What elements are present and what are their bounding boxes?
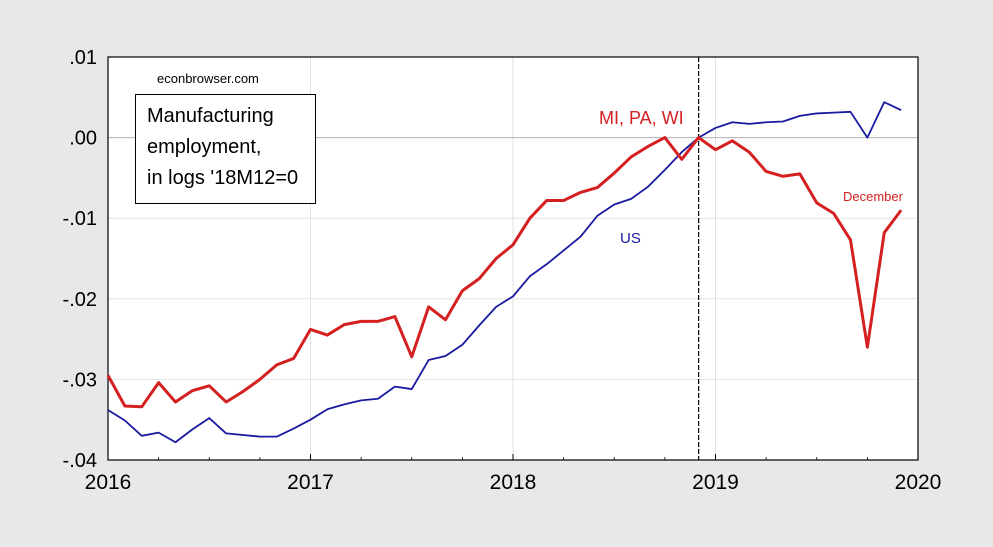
- series-line-us: [107, 101, 902, 444]
- y-tick-label: -.02: [63, 289, 97, 311]
- series-label-mi-pa-wi: MI, PA, WI: [599, 108, 684, 128]
- legend-line-1: Manufacturing: [147, 105, 274, 127]
- x-tick-labels: 2016 2017 2018 2019 2020: [85, 471, 942, 494]
- y-tick-label: -.03: [63, 369, 97, 391]
- x-tick-label: 2016: [85, 471, 132, 494]
- watermark-text: econbrowser.com: [157, 71, 259, 86]
- x-tick-label: 2019: [692, 471, 739, 494]
- legend-line-3: in logs '18M12=0: [147, 167, 299, 189]
- series-lines: [106, 57, 903, 460]
- x-tick-label: 2018: [490, 471, 537, 494]
- series-line-mi-pa-wi: [106, 136, 903, 409]
- y-tick-label: .00: [69, 128, 97, 150]
- y-tick-label: -.01: [63, 208, 97, 230]
- y-tick-labels: .01 .00 -.01 -.02 -.03 -.04: [63, 47, 97, 472]
- series-label-us: US: [620, 230, 641, 247]
- legend-line-2: employment,: [147, 136, 262, 158]
- x-tick-label: 2017: [287, 471, 334, 494]
- y-tick-label: .01: [69, 47, 97, 69]
- y-tick-label: -.04: [63, 450, 97, 472]
- axes: [107, 56, 919, 461]
- x-tick-label: 2020: [895, 471, 942, 494]
- legend-box: Manufacturing employment, in logs '18M12…: [135, 94, 316, 204]
- annotation-december: December: [843, 189, 903, 204]
